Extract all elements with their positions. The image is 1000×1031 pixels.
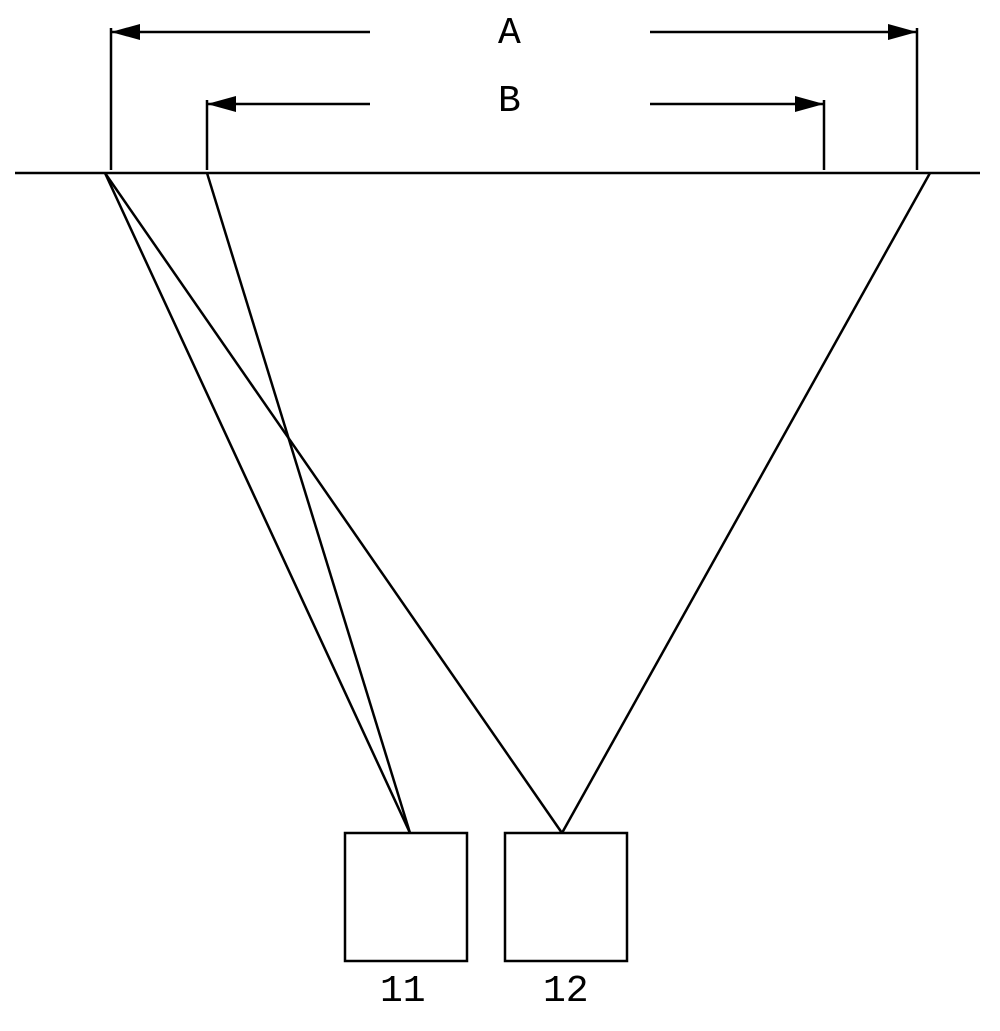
proj-right-ray2 bbox=[562, 173, 930, 833]
diagram-canvas bbox=[0, 0, 1000, 1031]
proj-left-ray2 bbox=[207, 173, 410, 833]
proj-right-ray1 bbox=[105, 173, 562, 833]
box-11 bbox=[345, 833, 467, 961]
dim-b-arrow-left bbox=[207, 96, 236, 112]
dim-a-arrow-left bbox=[111, 24, 140, 40]
box-12 bbox=[505, 833, 627, 961]
dim-b-arrow-right bbox=[795, 96, 824, 112]
proj-left-ray1 bbox=[105, 173, 410, 833]
dim-a-arrow-right bbox=[888, 24, 917, 40]
dim-a-label: A bbox=[498, 12, 521, 55]
dim-b-label: B bbox=[498, 80, 521, 123]
box-12-label: 12 bbox=[543, 970, 589, 1013]
box-11-label: 11 bbox=[380, 970, 426, 1013]
